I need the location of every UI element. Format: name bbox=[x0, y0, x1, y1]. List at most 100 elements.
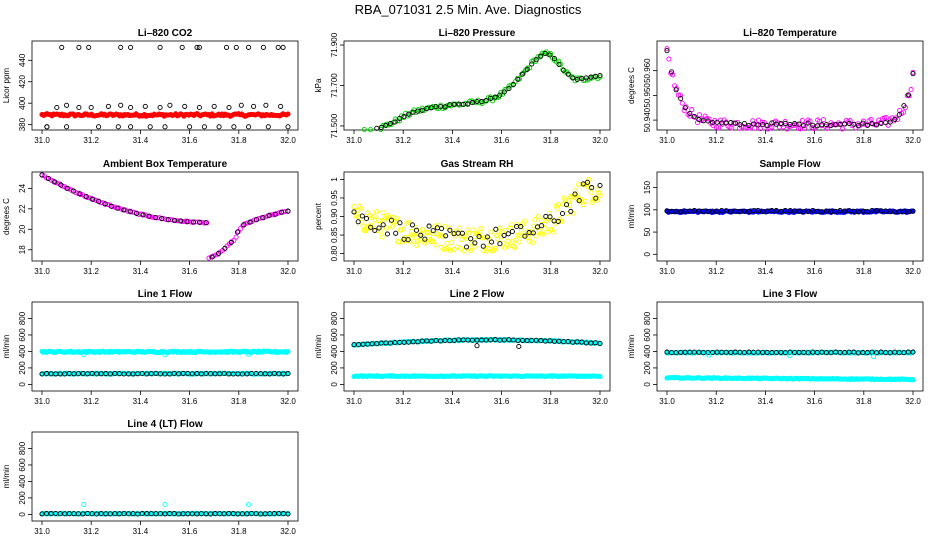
y-tick-label: 50.960 bbox=[643, 58, 652, 83]
data-point bbox=[203, 220, 209, 226]
data-point bbox=[539, 223, 545, 229]
x-tick-label: 31.8 bbox=[231, 136, 247, 145]
data-point bbox=[510, 81, 516, 87]
data-point bbox=[492, 245, 499, 251]
data-series bbox=[351, 337, 603, 348]
data-point bbox=[355, 219, 361, 225]
x-tick-label: 31.6 bbox=[182, 267, 198, 276]
data-point bbox=[755, 208, 761, 214]
data-point bbox=[128, 124, 134, 130]
data-point bbox=[45, 175, 51, 182]
data-point bbox=[892, 116, 898, 122]
data-series bbox=[44, 124, 291, 130]
data-point bbox=[483, 248, 490, 254]
y-tick-label: 50.940 bbox=[643, 107, 652, 132]
y-axis-label: degrees C bbox=[627, 67, 636, 104]
data-point bbox=[251, 217, 257, 223]
y-tick-label: 800 bbox=[643, 311, 652, 325]
data-point bbox=[415, 237, 421, 244]
data-point bbox=[446, 225, 453, 231]
chart-panel: Ambient Box Temperature degrees C 31.0 31.2… bbox=[2, 159, 299, 276]
data-point bbox=[468, 247, 474, 254]
y-axis-label: percent bbox=[314, 202, 323, 229]
data-point bbox=[128, 44, 134, 50]
chart-panel: Gas Stream RH percent 31.0 31.2 31.4 31.6 31.8… bbox=[314, 159, 611, 276]
y-tick-label: 100 bbox=[643, 203, 652, 217]
y-tick-label: 71.900 bbox=[330, 32, 339, 57]
data-point bbox=[184, 219, 190, 225]
data-point bbox=[417, 237, 423, 243]
data-point bbox=[397, 115, 403, 121]
data-point bbox=[464, 227, 471, 233]
data-point bbox=[359, 213, 365, 219]
data-point bbox=[564, 202, 570, 208]
data-point bbox=[147, 124, 153, 130]
data-point bbox=[664, 208, 670, 214]
x-tick-label: 31.4 bbox=[445, 267, 461, 276]
data-point bbox=[238, 102, 244, 108]
chart-title: Line 4 (LT) Flow bbox=[127, 419, 203, 430]
x-tick-label: 31.6 bbox=[182, 527, 198, 536]
data-point bbox=[478, 226, 484, 232]
data-point bbox=[451, 247, 457, 253]
y-tick-label: 200 bbox=[330, 361, 339, 375]
data-point bbox=[554, 206, 560, 212]
y-tick-label: 400 bbox=[18, 344, 27, 358]
x-tick-label: 31.0 bbox=[34, 136, 50, 145]
data-point bbox=[280, 44, 286, 50]
data-point bbox=[510, 243, 517, 249]
data-point bbox=[152, 214, 159, 221]
plot-frame bbox=[31, 431, 299, 522]
data-point bbox=[81, 352, 87, 358]
data-point bbox=[565, 338, 571, 345]
data-point bbox=[233, 44, 239, 50]
data-point bbox=[226, 104, 232, 111]
data-point bbox=[508, 222, 514, 228]
data-point bbox=[285, 349, 291, 355]
y-axis-label: ml/min bbox=[2, 335, 11, 359]
x-tick-label: 32.0 bbox=[280, 397, 296, 406]
data-point bbox=[501, 89, 507, 95]
data-point bbox=[828, 350, 834, 356]
data-point bbox=[481, 234, 487, 241]
x-tick-label: 31.2 bbox=[708, 136, 724, 145]
data-point bbox=[851, 121, 857, 127]
data-point bbox=[675, 92, 681, 98]
data-point bbox=[828, 122, 834, 129]
x-tick-label: 31.4 bbox=[445, 136, 461, 145]
x-tick-label: 31.8 bbox=[856, 267, 872, 276]
data-point bbox=[864, 208, 870, 215]
data-point bbox=[589, 199, 595, 205]
data-point bbox=[39, 172, 45, 178]
data-point bbox=[253, 217, 260, 223]
data-point bbox=[586, 177, 592, 183]
data-point bbox=[597, 373, 603, 380]
data-point bbox=[887, 119, 893, 125]
plot-frame bbox=[31, 171, 299, 262]
data-point bbox=[358, 205, 364, 212]
data-point bbox=[360, 223, 366, 229]
data-point bbox=[383, 122, 389, 129]
data-point bbox=[140, 212, 146, 218]
data-point bbox=[714, 119, 720, 125]
x-tick-label: 31.4 bbox=[758, 397, 774, 406]
data-point bbox=[216, 250, 222, 256]
data-point bbox=[372, 227, 378, 234]
data-point bbox=[883, 114, 889, 121]
data-point bbox=[664, 48, 670, 54]
data-point bbox=[488, 95, 494, 101]
data-point bbox=[670, 72, 676, 78]
data-point bbox=[396, 239, 402, 245]
data-point bbox=[459, 236, 465, 242]
data-point bbox=[246, 124, 252, 130]
data-point bbox=[669, 69, 675, 75]
data-point bbox=[96, 124, 102, 130]
data-point bbox=[550, 229, 556, 235]
data-point bbox=[162, 501, 168, 508]
data-point bbox=[773, 121, 779, 127]
data-point bbox=[81, 501, 87, 508]
data-point bbox=[489, 239, 495, 245]
data-point bbox=[54, 104, 60, 111]
data-point bbox=[741, 120, 747, 127]
data-point bbox=[142, 103, 148, 109]
